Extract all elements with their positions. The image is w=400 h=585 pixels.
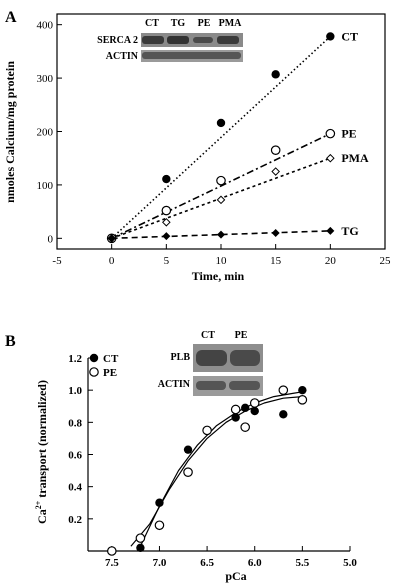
data-point-ct — [162, 174, 171, 184]
data-point-pe — [107, 546, 117, 556]
chart-b-xtick-label: 5.5 — [295, 557, 309, 569]
data-point-pma — [162, 217, 171, 227]
data-point-tg — [271, 228, 280, 237]
data-point-ct — [241, 403, 250, 413]
data-point-pe — [325, 128, 336, 139]
chart-b-xlabel: pCa — [225, 569, 246, 583]
blot-a-col-ct: CT — [145, 18, 159, 29]
blot-a-row-actin: ACTIN — [106, 51, 139, 62]
data-point-tg — [326, 226, 335, 235]
legend-label-pe: PE — [103, 367, 117, 379]
chart-b-xtick-label: 6.0 — [248, 557, 262, 569]
series-line-tg — [111, 230, 331, 240]
data-point-ct — [279, 410, 288, 419]
blot-a-col-pma: PMA — [219, 18, 243, 29]
data-point-pe — [135, 533, 146, 543]
data-point-ct — [250, 406, 259, 416]
chart-a-xlabel: Time, min — [192, 269, 245, 283]
chart-b-ylabel-rest: transport (normalized) — [35, 380, 49, 501]
chart-b-ylabel-sup: 2+ — [34, 500, 43, 509]
blot-a-col-tg: TG — [171, 18, 186, 29]
chart-b-ytick-label: 1.0 — [68, 385, 82, 397]
chart-a-xtick-label: -5 — [52, 255, 62, 267]
blot-b-col-pe: PE — [235, 330, 248, 341]
series-line-ct — [111, 35, 331, 239]
data-point-ct — [136, 543, 145, 552]
series-label-pma: PMA — [341, 151, 369, 165]
data-point-pe — [154, 520, 165, 531]
blot-b-row-plb: PLB — [171, 352, 191, 363]
chart-a-ytick-label: 0 — [48, 233, 54, 245]
chart-a-xtick-label: 5 — [164, 255, 170, 267]
chart-a-xtick-label: 0 — [109, 255, 115, 267]
legend-marker-pe — [89, 367, 99, 377]
western-blot-b: CT PE PLB ACTIN — [158, 330, 263, 396]
data-point-pma — [271, 167, 280, 176]
legend-marker-ct — [89, 353, 99, 363]
chart-a-ytick-label: 100 — [37, 180, 54, 192]
chart-b-xtick-label: 7.0 — [153, 557, 167, 569]
western-blot-a: CT TG PE PMA SERCA 2 ACTIN — [97, 18, 243, 62]
chart-a-ytick-label: 200 — [37, 127, 54, 139]
data-point-pe — [202, 425, 212, 436]
chart-b-ylabel-ca: Ca — [35, 509, 49, 524]
chart-b-xtick-label: 6.5 — [200, 557, 214, 569]
data-point-pe — [216, 175, 226, 186]
chart-b-ytick-label: 0.6 — [68, 450, 82, 462]
blot-a-row-serca: SERCA 2 — [97, 35, 138, 46]
chart-a-xtick-label: 25 — [380, 255, 392, 267]
data-point-pma — [326, 153, 335, 163]
blot-a-col-pe: PE — [198, 18, 211, 29]
panel-a-letter: A — [5, 9, 17, 26]
series-label-pe: PE — [341, 127, 356, 141]
chart-a-ylabel: nmoles Calcium/mg protein — [3, 61, 17, 203]
data-point-pe — [278, 385, 289, 395]
blot-b-col-ct: CT — [201, 330, 215, 341]
data-point-ct — [216, 118, 226, 128]
chart-a: nmoles Calcium/mg protein Time, min -5 0 5… — [3, 13, 392, 283]
chart-b-ylabel: Ca2+ transport (normalized) — [34, 380, 49, 524]
chart-b: pCa Ca2+ transport (normalized) 0.2 0.4 0.… — [34, 353, 357, 583]
data-point-pe — [183, 467, 193, 477]
chart-a-ytick-label: 300 — [37, 73, 54, 85]
series-line-pe — [111, 132, 331, 240]
chart-a-ytick-label: 400 — [37, 20, 54, 32]
data-point-ct — [298, 385, 307, 395]
chart-b-ytick-label: 0.8 — [68, 417, 82, 429]
legend-label-ct: CT — [103, 353, 119, 365]
data-point-pe — [249, 398, 260, 408]
chart-b-xtick-label: 7.5 — [105, 557, 119, 569]
chart-b-ytick-label: 0.4 — [68, 482, 82, 494]
chart-b-xtick-label: 5.0 — [343, 557, 357, 569]
data-point-pe — [297, 395, 308, 405]
data-point-pma — [216, 195, 226, 205]
data-point-ct — [155, 498, 164, 507]
data-point-tg — [162, 232, 171, 241]
data-point-pe — [230, 404, 241, 415]
data-point-pe — [161, 205, 172, 216]
data-point-pe — [270, 145, 281, 155]
data-point-ct — [271, 70, 280, 79]
chart-b-ytick-label: 1.2 — [68, 353, 82, 365]
chart-b-ytick-label: 0.2 — [68, 514, 82, 526]
series-label-tg: TG — [341, 224, 358, 238]
data-point-ct — [183, 445, 193, 454]
data-point-tg — [107, 234, 116, 243]
series-label-ct: CT — [341, 29, 358, 43]
panel-b-letter: B — [5, 333, 16, 350]
data-point-ct — [326, 32, 335, 41]
fit-curve-ct — [139, 391, 303, 547]
blot-b-row-actin: ACTIN — [158, 379, 191, 390]
chart-a-xtick-label: 20 — [325, 255, 337, 267]
data-point-ct — [231, 413, 240, 422]
chart-a-xtick-label: 10 — [216, 255, 228, 267]
chart-a-xtick-label: 15 — [270, 255, 282, 267]
data-point-pe — [240, 422, 250, 432]
data-point-tg — [217, 230, 225, 239]
